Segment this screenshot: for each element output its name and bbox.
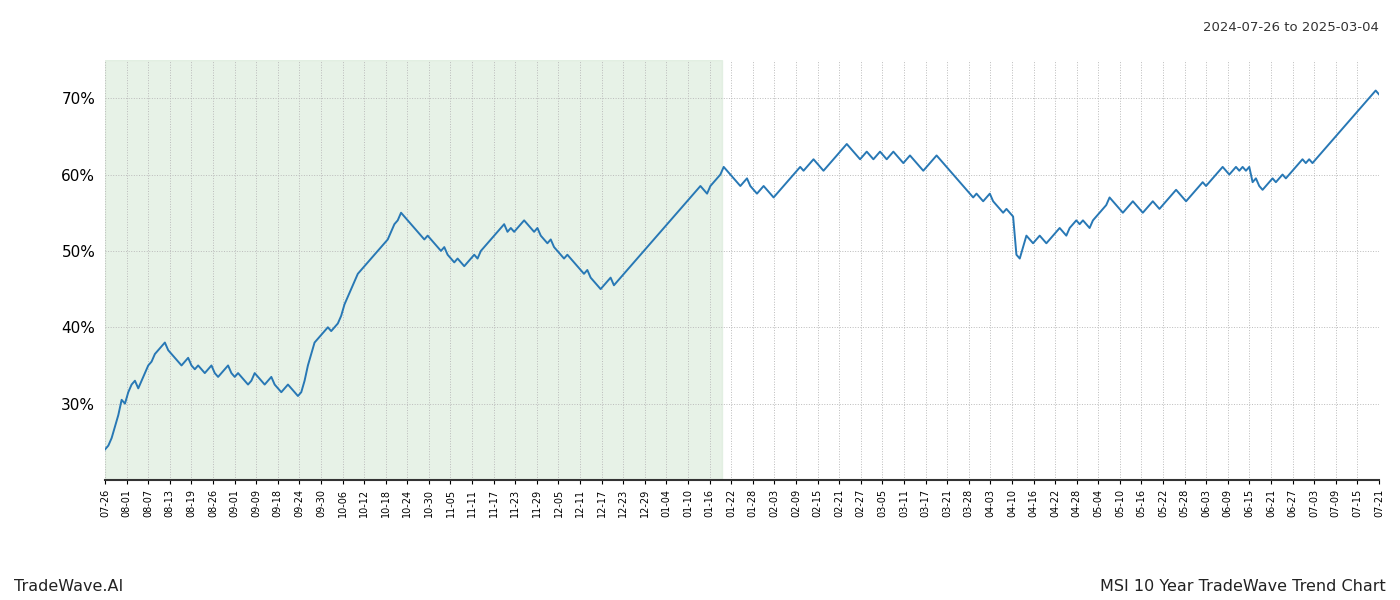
Text: MSI 10 Year TradeWave Trend Chart: MSI 10 Year TradeWave Trend Chart bbox=[1100, 579, 1386, 594]
Bar bbox=[105, 60, 721, 480]
Text: TradeWave.AI: TradeWave.AI bbox=[14, 579, 123, 594]
Text: 2024-07-26 to 2025-03-04: 2024-07-26 to 2025-03-04 bbox=[1203, 21, 1379, 34]
